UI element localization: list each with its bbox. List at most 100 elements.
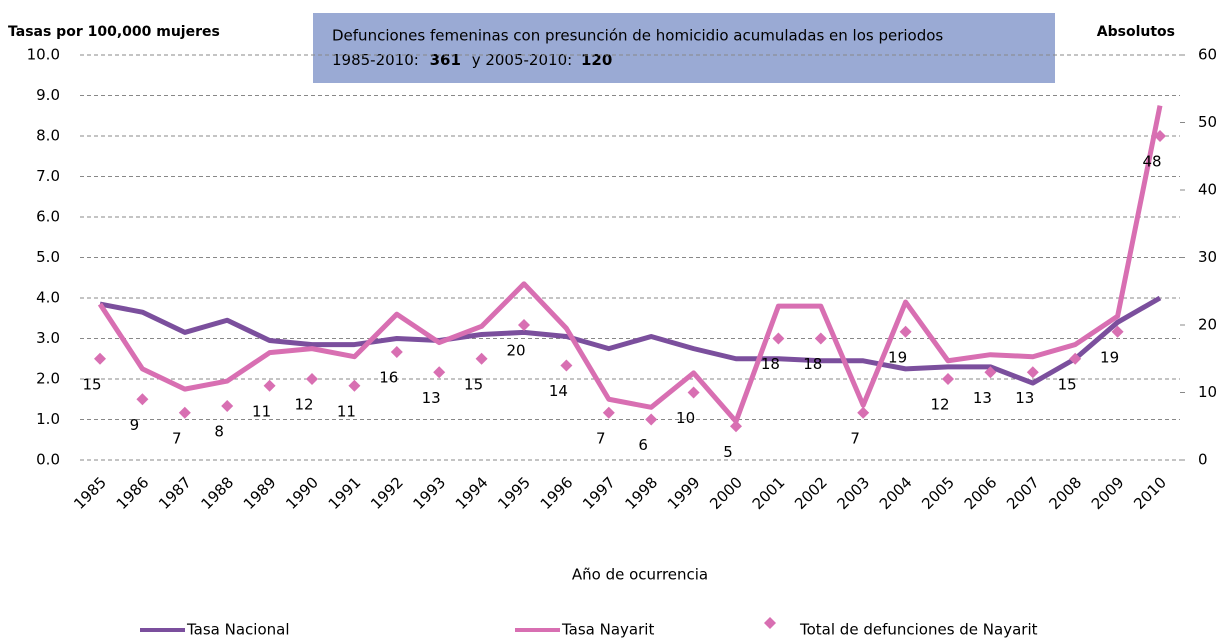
diamond [942,373,954,385]
data-label: 18 [761,355,780,373]
x-tick-label: 1986 [113,473,153,513]
diamond [518,319,530,331]
data-label: 12 [930,396,949,414]
y2-axis-title: Absolutos [1097,24,1175,40]
data-label: 11 [337,402,356,420]
data-label: 7 [596,429,606,447]
x-tick-label: 1994 [452,473,492,513]
diamond [475,352,488,365]
period-value: 361 [430,51,461,69]
x-tick-label: 2004 [876,473,916,513]
diamond [560,359,573,372]
annotation-box [313,13,1055,83]
data-label: 5 [723,443,733,461]
x-tick-label: 2008 [1045,473,1085,513]
diamond [730,420,742,433]
diamond [94,352,106,365]
data-label: 19 [1100,348,1119,366]
y2-tick-label: 40 [1198,181,1217,199]
y2-tick-label: 30 [1198,248,1217,266]
diamond [433,366,446,379]
diamond [984,366,997,379]
data-label: 12 [294,396,313,414]
diamond [306,373,318,385]
x-tick-label: 2006 [961,473,1001,513]
diamond [857,406,870,419]
y-tick-label: 9.0 [36,86,60,104]
diamond [221,400,234,412]
data-label: 11 [252,402,271,420]
x-tick-label: 2009 [1088,473,1128,513]
x-tick-label: 2007 [1003,473,1043,513]
period-label: y 2005-2010: [472,51,572,69]
x-tick-label: 2003 [833,473,873,513]
data-label: 20 [506,342,525,360]
diamond [899,325,912,338]
x-tick-label: 1993 [409,473,449,513]
diamond [1026,366,1039,379]
diamond [1154,130,1166,142]
diamond [814,332,827,345]
data-label: 13 [973,389,992,407]
y2-tick-label: 0 [1198,451,1208,469]
legend-label: Total de defunciones de Nayarit [799,621,1038,639]
y-tick-label: 2.0 [36,370,60,388]
data-label: 8 [214,423,224,441]
y-tick-label: 7.0 [36,167,60,185]
y-tick-label: 8.0 [36,127,60,145]
data-label: 13 [1015,389,1034,407]
diamond [687,386,700,399]
y2-tick-label: 50 [1198,113,1217,131]
diamond [1111,325,1124,338]
line [99,295,1162,386]
x-tick-label: 1995 [494,473,534,513]
data-label: 15 [464,375,483,393]
data-label: 7 [850,429,860,447]
y2-tick-label: 10 [1198,383,1217,401]
x-tick-label: 1997 [579,473,619,513]
x-tick-label: 2010 [1130,473,1170,513]
diamond [263,379,276,392]
diamond [1069,352,1082,365]
diamond [390,346,403,358]
data-label: 7 [172,429,182,447]
data-label: 15 [1058,375,1077,393]
x-axis-title: Año de ocurrencia [572,566,708,584]
x-tick-label: 2000 [706,473,746,513]
x-tick-label: 2005 [918,473,958,513]
period-label: 1985-2010: [332,51,419,69]
y-tick-label: 3.0 [36,329,60,347]
y-tick-label: 6.0 [36,208,60,226]
diamond [178,406,191,419]
data-label: 18 [803,355,822,373]
x-tick-label: 1985 [70,473,110,513]
x-tick-label: 2001 [749,473,789,513]
x-tick-label: 1998 [621,473,661,513]
data-label: 9 [130,416,140,434]
y-tick-label: 4.0 [36,289,60,307]
annotation-text: 1985-2010: 361 y 2005-2010: 120 [332,51,612,69]
y-tick-label: 10.0 [27,46,60,64]
legend-swatch [764,617,776,629]
y2-tick-label: 60 [1198,46,1217,64]
x-tick-label: 1992 [367,473,407,513]
diamond [645,413,658,426]
period-value: 120 [581,51,612,69]
x-tick-label: 1999 [664,473,704,513]
y-tick-label: 5.0 [36,248,60,266]
data-label: 6 [638,436,648,454]
x-tick-label: 1991 [325,473,365,513]
diamond [136,393,149,406]
x-tick-label: 1988 [197,473,237,513]
data-label: 48 [1142,153,1161,171]
data-label: 16 [379,369,398,387]
data-label: 15 [82,375,101,393]
diamond [348,379,361,392]
data-label: 13 [422,389,441,407]
y-axis-title: Tasas por 100,000 mujeres [8,24,220,40]
x-tick-label: 1996 [537,473,577,513]
data-label: 19 [888,348,907,366]
data-label: 14 [549,382,568,400]
annotation-text: Defunciones femeninas con presunción de … [332,27,943,45]
